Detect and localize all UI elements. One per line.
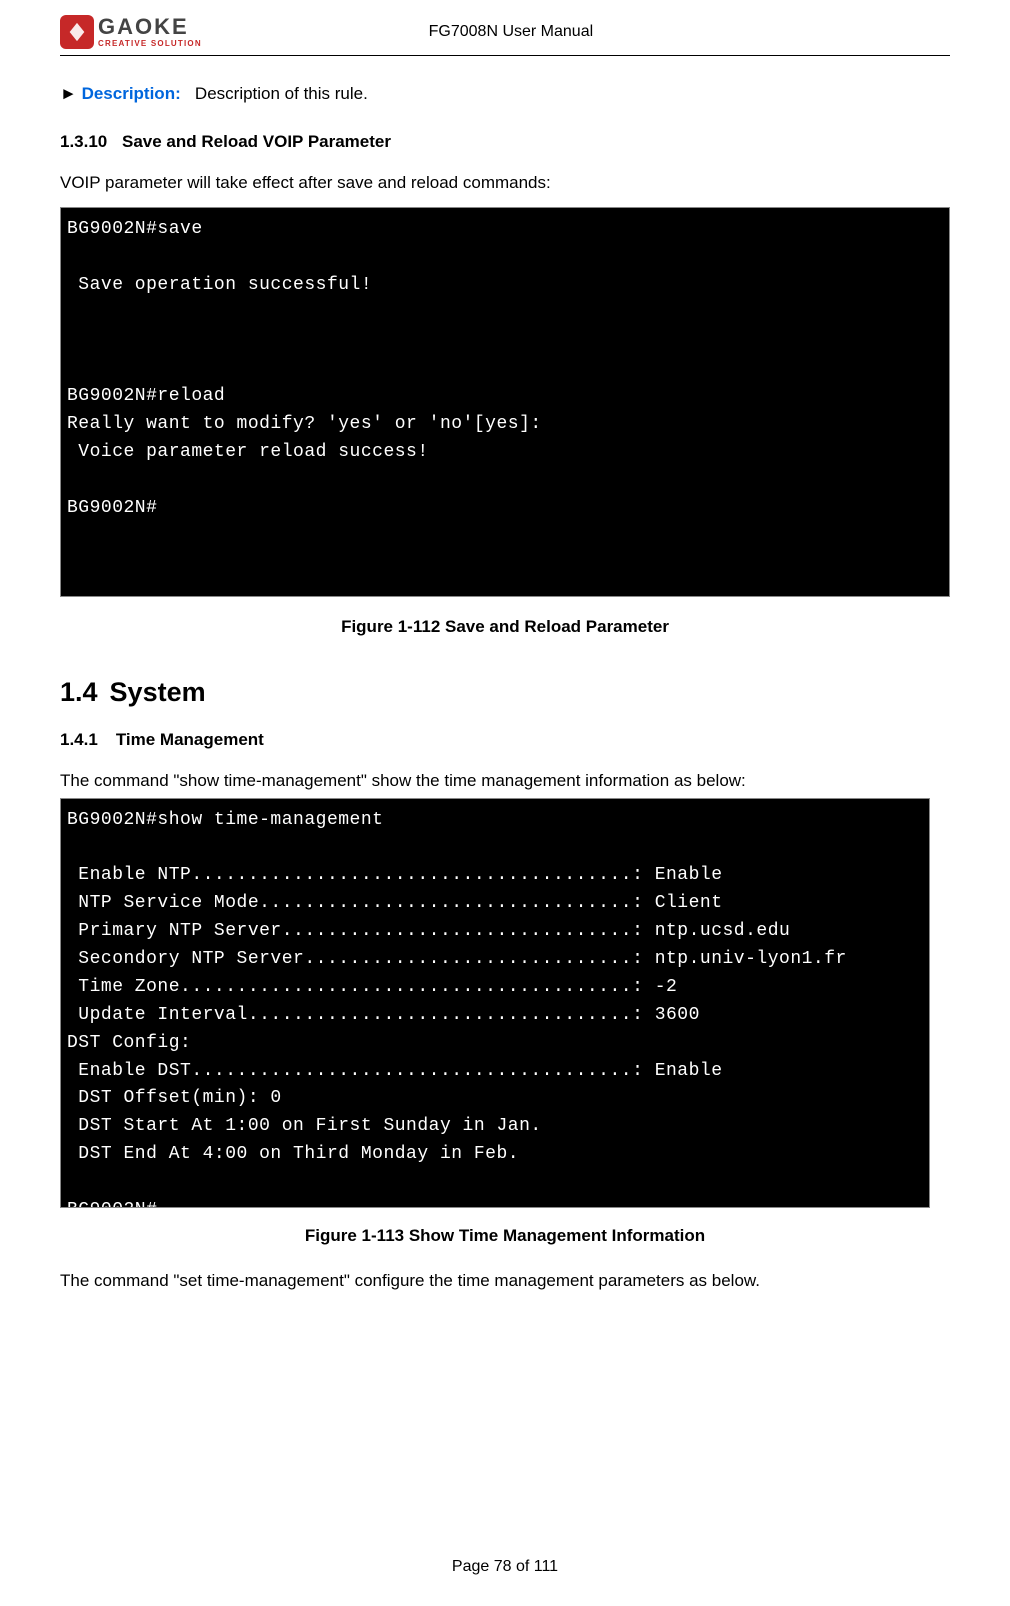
- figure-caption-1-113: Figure 1-113 Show Time Management Inform…: [60, 1226, 950, 1246]
- section-heading-1-3-10: 1.3.10 Save and Reload VOIP Parameter: [60, 132, 950, 152]
- header-title: FG7008N User Manual: [202, 23, 820, 41]
- logo-subtext: CREATIVE SOLUTION: [98, 40, 202, 48]
- section-number: 1.3.10: [60, 132, 107, 151]
- section-heading-1-4: 1.4 System: [60, 677, 950, 708]
- section-number: 1.4: [60, 677, 98, 707]
- terminal-time-management: BG9002N#show time-management Enable NTP.…: [60, 798, 930, 1208]
- section-intro-1-4-1: The command "show time-management" show …: [60, 768, 950, 794]
- section-outro-1-4-1: The command "set time-management" config…: [60, 1268, 950, 1294]
- section-number: 1.4.1: [60, 730, 98, 749]
- section-heading-1-4-1: 1.4.1 Time Management: [60, 730, 950, 750]
- logo-icon: [60, 15, 94, 49]
- section-title: Save and Reload VOIP Parameter: [122, 132, 391, 151]
- description-label: Description:: [82, 84, 181, 103]
- description-text: Description of this rule.: [195, 84, 368, 103]
- section-intro-1-3-10: VOIP parameter will take effect after sa…: [60, 170, 950, 196]
- description-line: ► Description: Description of this rule.: [60, 81, 950, 107]
- section-title: System: [110, 677, 206, 707]
- page-footer: Page 78 of 111: [0, 1558, 1010, 1576]
- logo: GAOKE CREATIVE SOLUTION: [60, 15, 202, 49]
- section-title: Time Management: [116, 730, 264, 749]
- logo-text: GAOKE: [98, 16, 202, 38]
- page-header: GAOKE CREATIVE SOLUTION FG7008N User Man…: [60, 15, 950, 56]
- description-arrow: ►: [60, 84, 77, 103]
- terminal-save-reload: BG9002N#save Save operation successful! …: [60, 207, 950, 597]
- figure-caption-1-112: Figure 1-112 Save and Reload Parameter: [60, 617, 950, 637]
